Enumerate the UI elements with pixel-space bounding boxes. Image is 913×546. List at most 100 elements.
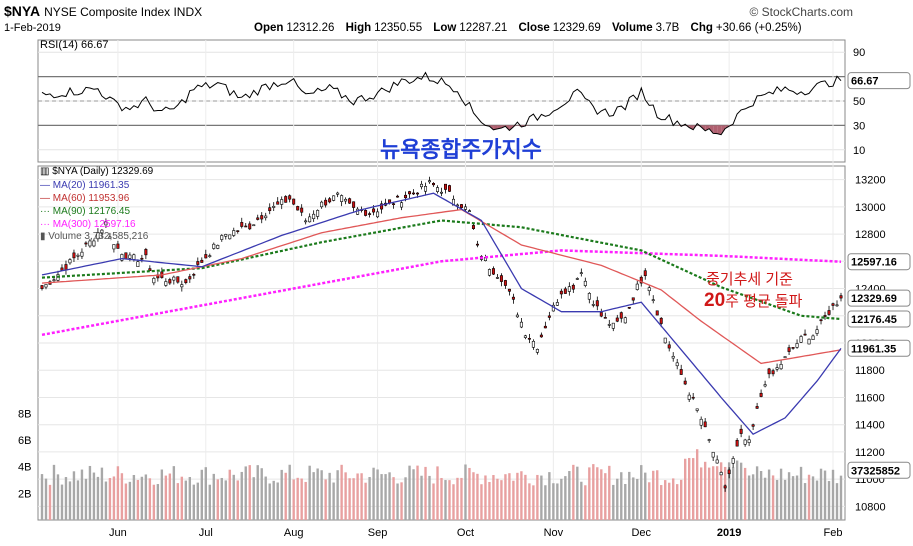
candle-body	[432, 183, 436, 186]
candle-body	[695, 408, 699, 411]
volume-bar	[132, 474, 136, 520]
candle-body	[440, 191, 443, 194]
candle-body	[639, 276, 643, 284]
volume-bar	[212, 473, 215, 520]
candle-body	[232, 230, 236, 236]
candle-body	[763, 384, 767, 387]
volume-bar	[827, 481, 831, 520]
overlay-title: 뉴욕종합주가지수	[380, 137, 542, 162]
volume-bar	[751, 474, 755, 520]
candle-body	[308, 216, 312, 223]
volume-bar	[268, 483, 271, 520]
symbol-title: $NYA NYSE Composite Index INDX	[4, 3, 203, 19]
candle-body	[779, 364, 783, 370]
candle-body	[663, 337, 667, 344]
candle-body	[404, 194, 408, 199]
candle-body	[611, 322, 615, 329]
volume-bar	[284, 472, 287, 520]
candle-body	[392, 203, 396, 205]
x-tick-label: Nov	[544, 527, 564, 539]
candle-body	[104, 221, 108, 226]
x-tick-label: Dec	[631, 527, 651, 539]
volume-bar	[676, 484, 679, 520]
volume-bar	[636, 478, 639, 520]
candle-body	[523, 335, 527, 338]
candle-body	[372, 208, 376, 213]
candle-body	[256, 217, 260, 220]
volume-bar	[176, 483, 180, 520]
volume-bar	[783, 479, 787, 520]
candle-body	[799, 336, 803, 343]
candle-body	[475, 243, 479, 246]
candle-body	[495, 277, 499, 279]
candle-body	[228, 234, 232, 240]
candle-body	[607, 324, 611, 326]
candle-body	[444, 183, 447, 190]
volume-bar	[572, 464, 575, 520]
volume-bar	[699, 467, 703, 520]
candle-body	[192, 273, 196, 276]
legend-ma20: — MA(20) 11961.35	[40, 180, 130, 191]
candle-body	[539, 334, 543, 338]
volume-bar	[152, 484, 156, 520]
volume-bar	[48, 484, 52, 520]
volume-bar	[384, 474, 387, 520]
value-tag-ma20	[847, 339, 911, 357]
volume-bar	[44, 478, 48, 520]
volume-bar	[356, 473, 359, 520]
value-tag-ma90-text: 12176.45	[851, 314, 897, 326]
volume-bar	[204, 467, 207, 520]
candle-body	[555, 302, 559, 306]
candle-body	[52, 279, 56, 282]
volume-bar	[632, 477, 635, 520]
volume-bar	[156, 484, 160, 520]
volume-bar	[711, 466, 715, 520]
volume-bar	[719, 462, 723, 520]
volume-bar	[811, 476, 815, 520]
volume-bar	[364, 482, 367, 520]
candle-body	[755, 406, 759, 409]
candle-body	[467, 210, 471, 212]
candle-body	[348, 198, 352, 204]
candle-body	[124, 252, 128, 260]
volume-bar	[707, 467, 711, 520]
volume-bar	[664, 480, 667, 520]
volume-bar	[835, 483, 839, 520]
volume-bar	[300, 478, 303, 520]
volume-bar	[580, 481, 583, 520]
candle-body	[543, 325, 547, 329]
candle-body	[188, 276, 192, 280]
candle-body	[527, 337, 531, 340]
volume-bar	[747, 475, 751, 520]
volume-bar	[108, 477, 112, 520]
volume-bar	[444, 480, 447, 520]
candle-body	[615, 317, 619, 322]
volume-bar	[52, 464, 56, 520]
rsi-oversold-fill	[709, 125, 714, 134]
volume-bar	[276, 482, 279, 520]
candle-body	[743, 439, 747, 445]
candle-body	[603, 317, 607, 319]
candle-body	[579, 272, 583, 274]
volume-bar	[160, 469, 164, 520]
volume-bar	[296, 477, 299, 520]
candle-body	[739, 428, 743, 434]
candle-body	[316, 210, 320, 217]
candle-body	[751, 424, 755, 427]
candle-body	[719, 472, 723, 476]
volume-bar	[68, 481, 72, 520]
x-tick-label: Oct	[457, 527, 474, 539]
volume-bar	[560, 478, 563, 520]
candle-body	[747, 439, 751, 443]
volume-bar	[680, 479, 683, 520]
rsi-oversold-fill	[705, 125, 710, 131]
volume-bar	[396, 483, 399, 520]
candle-body	[176, 276, 180, 283]
volume-bar	[612, 484, 615, 520]
candle-body	[563, 288, 567, 294]
volume-tick-label: 6B	[18, 435, 31, 447]
candle-body	[152, 278, 156, 284]
volume-bar	[500, 480, 503, 520]
candle-body	[783, 356, 787, 358]
volume-bar	[136, 479, 140, 520]
